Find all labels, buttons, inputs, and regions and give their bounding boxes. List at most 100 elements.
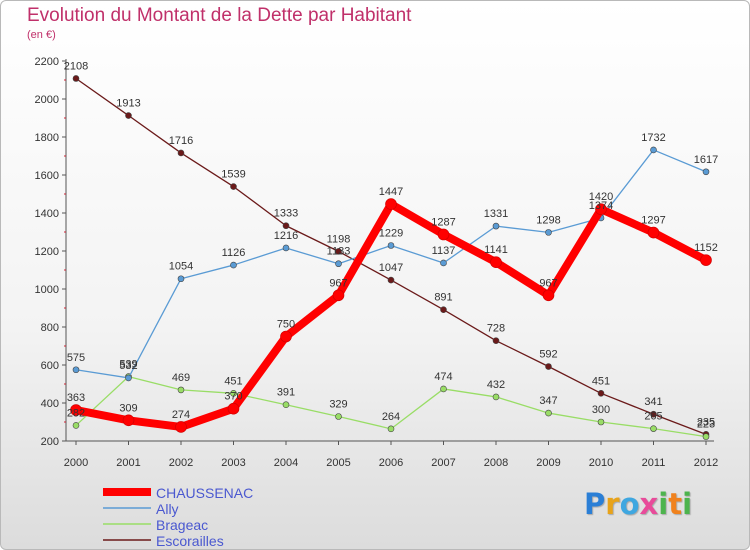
data-point: [282, 222, 290, 230]
x-tick-label: 2011: [642, 457, 666, 469]
data-label: 1913: [116, 98, 140, 110]
data-point: [230, 390, 237, 397]
data-label: 1333: [274, 208, 298, 220]
data-label: 391: [277, 387, 295, 399]
data-label: 1133: [327, 246, 351, 258]
data-label: 1229: [379, 227, 403, 239]
data-label: 309: [119, 402, 137, 414]
data-point: [125, 112, 132, 119]
y-tick-label: 1800: [35, 132, 59, 144]
data-point: [230, 183, 237, 190]
y-tick-label: 600: [41, 360, 59, 372]
y-tick-label: 200: [41, 436, 59, 448]
data-point: [387, 276, 395, 284]
data-point: [280, 330, 292, 343]
data-point: [650, 146, 657, 154]
y-tick-label: 2200: [35, 56, 59, 68]
y-tick-label: 800: [41, 322, 59, 334]
data-point: [545, 229, 552, 236]
legend-label: Ally: [156, 501, 179, 517]
data-point: [387, 425, 395, 433]
data-label: 347: [539, 395, 557, 407]
data-point: [230, 261, 237, 269]
data-label: 363: [67, 392, 85, 404]
data-label: 891: [434, 292, 452, 304]
data-label: 539: [119, 359, 137, 371]
x-tick-label: 2010: [589, 457, 613, 469]
data-label: 1126: [222, 247, 246, 259]
data-label: 1297: [641, 215, 665, 227]
series-line: [75, 77, 707, 436]
x-tick-label: 2004: [274, 457, 298, 469]
data-point: [122, 414, 135, 427]
legend-label: Brageac: [156, 517, 208, 533]
x-tick-label: 2009: [536, 457, 560, 469]
data-point: [335, 413, 342, 420]
x-tick-label: 2000: [64, 457, 88, 469]
data-point: [647, 226, 660, 239]
data-point: [282, 401, 290, 409]
data-point: [492, 337, 500, 344]
data-label: 469: [172, 372, 190, 384]
data-point: [492, 393, 500, 401]
data-label: 1539: [221, 169, 245, 181]
data-label: 728: [487, 323, 505, 335]
data-label: 532: [119, 360, 137, 372]
data-point: [387, 242, 395, 249]
legend-label: CHAUSSENAC: [156, 485, 253, 501]
data-point: [702, 168, 710, 176]
x-tick-label: 2007: [431, 457, 455, 469]
data-label: 223: [697, 419, 715, 431]
data-label: 1447: [379, 186, 403, 198]
y-tick-label: 1200: [35, 246, 59, 258]
data-label: 575: [67, 352, 85, 364]
y-tick-label: 1000: [35, 284, 59, 296]
data-label: 474: [434, 371, 452, 383]
chart-title: Evolution du Montant de la Dette par Hab…: [27, 5, 412, 26]
data-point: [650, 425, 657, 432]
data-point: [440, 259, 447, 267]
x-tick-label: 2002: [169, 457, 193, 469]
data-point: [72, 75, 80, 82]
data-label: 1374: [589, 200, 613, 212]
x-tick-label: 2012: [694, 457, 718, 469]
data-label: 1732: [641, 132, 665, 144]
data-point: [335, 248, 342, 255]
data-label: 235: [697, 416, 715, 428]
data-point: [597, 418, 605, 426]
data-point: [177, 386, 185, 394]
x-tick-label: 2005: [326, 457, 350, 469]
y-tick-label: 1600: [35, 170, 59, 182]
data-label: 1198: [327, 233, 351, 245]
data-point: [492, 222, 500, 230]
data-label: 264: [382, 411, 400, 423]
data-point: [542, 289, 555, 302]
data-label: 432: [487, 379, 505, 391]
data-label: 1287: [431, 216, 455, 228]
data-point: [175, 421, 187, 433]
x-tick-label: 2001: [116, 457, 140, 469]
data-point: [385, 198, 397, 210]
x-tick-label: 2008: [484, 457, 508, 469]
data-point: [177, 275, 185, 283]
data-label: 341: [644, 396, 662, 408]
data-point: [72, 422, 80, 429]
data-label: 967: [329, 277, 347, 289]
x-tick-label: 2003: [221, 457, 245, 469]
data-point: [332, 289, 345, 302]
data-label: 2108: [64, 60, 88, 72]
data-label: 282: [67, 407, 85, 419]
data-point: [177, 149, 185, 157]
data-label: 1298: [536, 214, 560, 226]
x-tick-label: 2006: [379, 457, 403, 469]
data-point: [125, 374, 132, 382]
proxiti-logo: Proxiti: [584, 487, 693, 521]
y-tick-label: 2000: [35, 94, 59, 106]
y-tick-label: 400: [41, 398, 59, 410]
data-label: 451: [592, 375, 610, 387]
data-label: 750: [277, 319, 295, 331]
data-label: 1420: [589, 191, 613, 203]
data-label: 1152: [694, 242, 718, 254]
